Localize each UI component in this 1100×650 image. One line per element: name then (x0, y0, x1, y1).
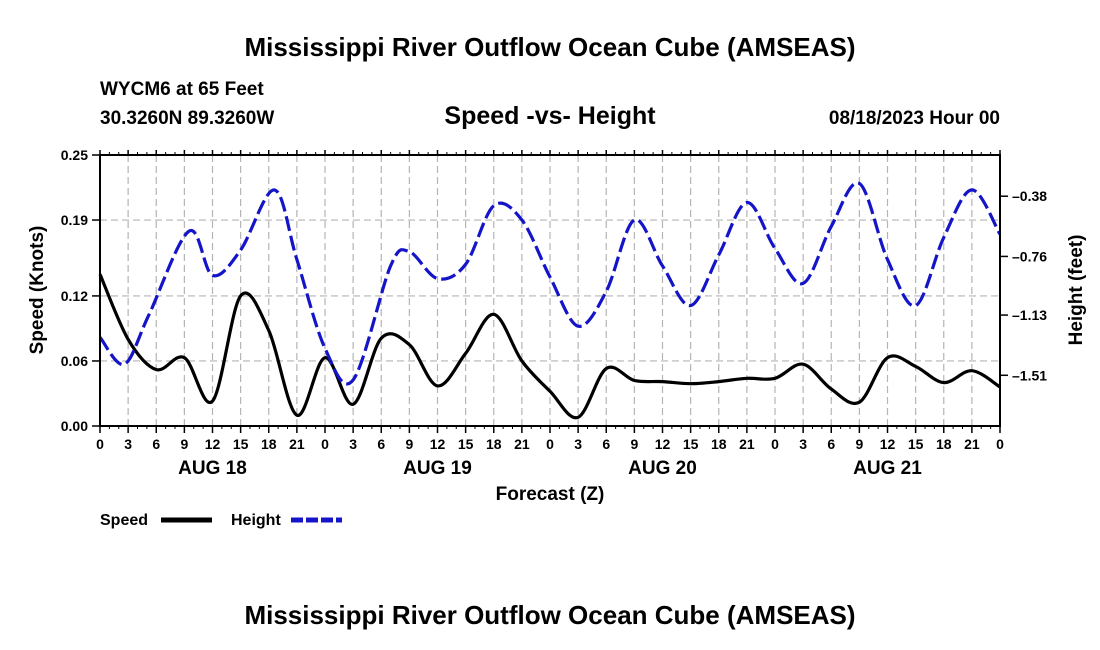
main-title: Mississippi River Outflow Ocean Cube (AM… (244, 32, 855, 62)
day-label: AUG 21 (853, 458, 922, 479)
height-series-line (98, 181, 1002, 386)
day-label: AUG 20 (628, 458, 697, 479)
coordinates-label: 30.3260N 89.3260W (100, 108, 274, 129)
y-tick-label: 0.12 (61, 288, 88, 304)
x-tick-label: 18 (711, 436, 727, 452)
x-tick-label: 15 (458, 436, 474, 452)
x-tick-label: 18 (486, 436, 502, 452)
x-tick-label: 21 (514, 436, 530, 452)
y2-tick-label: –0.76 (1012, 248, 1047, 264)
x-tick-label: 12 (205, 436, 221, 452)
legend-speed-label: Speed (100, 512, 148, 529)
x-tick-label: 9 (855, 436, 863, 452)
x-tick-label: 6 (152, 436, 160, 452)
x-tick-label: 21 (289, 436, 305, 452)
x-tick-label: 3 (349, 436, 357, 452)
x-tick-label: 6 (602, 436, 610, 452)
legend-height-label: Height (231, 512, 281, 529)
x-tick-label: 12 (430, 436, 446, 452)
x-tick-label: 21 (964, 436, 980, 452)
chart-title: Speed -vs- Height (444, 102, 656, 130)
day-label: AUG 19 (403, 458, 472, 479)
x-tick-label: 6 (377, 436, 385, 452)
x-tick-label: 0 (996, 436, 1004, 452)
x-tick-label: 3 (574, 436, 582, 452)
x-tick-label: 12 (880, 436, 896, 452)
x-tick-label: 9 (630, 436, 638, 452)
y2-tick-label: –1.13 (1012, 307, 1047, 323)
speed-series-line (98, 273, 1001, 420)
x-tick-label: 0 (96, 436, 104, 452)
x-tick-label: 0 (546, 436, 554, 452)
y-tick-label: 0.00 (61, 418, 88, 434)
x-tick-label: 0 (771, 436, 779, 452)
forecast-date-label: 08/18/2023 Hour 00 (829, 108, 1000, 129)
y2-axis-label: Height (feet) (1066, 235, 1087, 346)
x-axis-label: Forecast (Z) (496, 484, 605, 505)
y-tick-label: 0.25 (61, 147, 88, 163)
y-tick-label: 0.06 (61, 353, 88, 369)
legend: Speed Height (100, 512, 342, 529)
x-tick-label: 15 (683, 436, 699, 452)
x-tick-label: 3 (124, 436, 132, 452)
y2-tick-label: –0.38 (1012, 188, 1047, 204)
x-tick-label: 9 (180, 436, 188, 452)
x-tick-label: 18 (261, 436, 277, 452)
axis-ticks: 0 3 6 9 12 15 18 21 0 3 6 9 12 15 18 21 0 3 6 9 12 15 18 21 0 3 6 9… (61, 147, 1047, 479)
x-tick-label: 15 (233, 436, 249, 452)
footer-title: Mississippi River Outflow Ocean Cube (AM… (244, 600, 855, 630)
station-label: WYCM6 at 65 Feet (100, 79, 264, 100)
x-tick-label: 0 (321, 436, 329, 452)
x-tick-label: 9 (405, 436, 413, 452)
x-tick-label: 6 (827, 436, 835, 452)
x-tick-label: 3 (799, 436, 807, 452)
y2-tick-label: –1.51 (1012, 367, 1047, 383)
series-layer (98, 181, 1002, 420)
y-axis-label: Speed (Knots) (27, 226, 48, 355)
y-tick-label: 0.19 (61, 212, 88, 228)
x-tick-label: 18 (936, 436, 952, 452)
x-tick-label: 12 (655, 436, 671, 452)
x-tick-label: 21 (739, 436, 755, 452)
x-tick-label: 15 (908, 436, 924, 452)
day-label: AUG 18 (178, 458, 247, 479)
